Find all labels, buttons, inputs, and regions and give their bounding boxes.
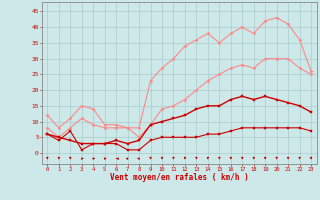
X-axis label: Vent moyen/en rafales ( km/h ): Vent moyen/en rafales ( km/h ): [110, 173, 249, 182]
